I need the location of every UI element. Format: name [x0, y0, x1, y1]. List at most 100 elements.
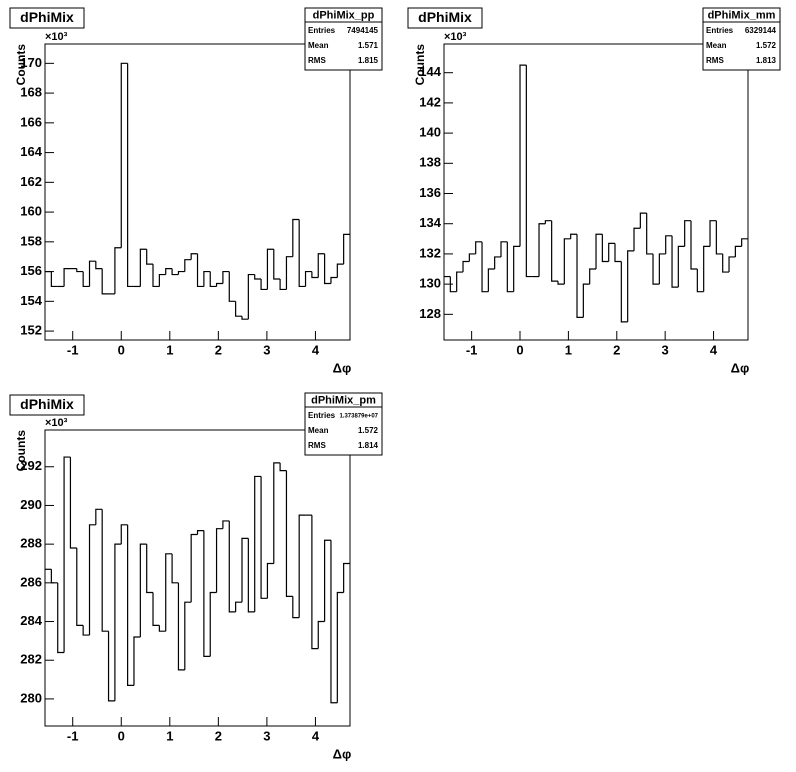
- histogram-bin: [614, 243, 622, 263]
- y-tick-label: 138: [419, 155, 441, 170]
- histogram-bin: [671, 235, 679, 288]
- histogram-bin: [557, 281, 565, 285]
- histogram-bin: [82, 625, 90, 636]
- histogram-bin: [722, 253, 730, 273]
- histogram-bin: [241, 537, 249, 603]
- title-box: [407, 7, 483, 29]
- histogram-bin: [658, 253, 666, 285]
- histogram-bin: [209, 591, 217, 657]
- histogram-bin: [120, 524, 128, 545]
- stats-value: 1.572: [756, 41, 777, 50]
- x-tick-label: 1: [166, 342, 173, 357]
- histogram-bin: [513, 245, 521, 292]
- y-multiplier: ×10³: [45, 31, 68, 43]
- x-tick-label: 2: [613, 342, 620, 357]
- histogram-bin: [500, 241, 508, 257]
- histogram-bin: [595, 233, 603, 270]
- histogram-bin: [120, 62, 128, 248]
- histogram-bin: [456, 271, 464, 292]
- stats-name: dPhiMix_mm: [708, 9, 776, 21]
- stats-value: 1.814: [358, 441, 379, 450]
- stats-name: dPhiMix_pp: [313, 9, 375, 21]
- histogram-bin: [324, 539, 331, 622]
- stats-name: dPhiMix_pm: [311, 394, 376, 406]
- histogram-bin: [696, 269, 704, 293]
- x-axis-label: Δφ: [731, 360, 750, 375]
- histogram-bin: [203, 270, 211, 287]
- histogram-bin: [215, 282, 223, 287]
- x-axis-label: Δφ: [333, 746, 352, 761]
- histogram-bin: [95, 261, 103, 270]
- histogram-bin: [741, 238, 748, 247]
- histogram-bin: [241, 316, 249, 320]
- stats-value: 7494145: [347, 26, 379, 35]
- x-tick-label: 2: [215, 342, 222, 357]
- histogram-bin: [481, 241, 489, 293]
- histogram-bin: [317, 253, 325, 278]
- x-tick-label: 0: [118, 342, 125, 357]
- y-multiplier: ×10³: [444, 31, 467, 43]
- histogram-bin: [152, 264, 160, 288]
- stats-value: 1.571: [358, 41, 379, 50]
- stats-label: RMS: [308, 56, 326, 65]
- plot-frame: [44, 43, 351, 341]
- histogram-bin: [203, 530, 211, 657]
- y-multiplier: ×10³: [45, 417, 68, 429]
- histogram-bin: [311, 271, 319, 279]
- y-tick-label: 286: [20, 574, 42, 589]
- histogram-bin: [304, 270, 312, 287]
- histogram-bin: [576, 234, 584, 318]
- histogram-bin: [88, 524, 96, 636]
- histogram-bin: [88, 260, 96, 287]
- stats-label: Entries: [308, 26, 336, 35]
- y-tick-label: 142: [419, 94, 441, 109]
- histogram-bin: [677, 245, 685, 288]
- histogram-bin: [114, 543, 122, 701]
- histogram-bin: [449, 276, 457, 293]
- stats-label: RMS: [706, 56, 724, 65]
- y-tick-label: 170: [20, 55, 42, 70]
- histogram-bin: [279, 279, 287, 291]
- histogram-bin: [76, 548, 84, 626]
- y-tick-label: 162: [20, 174, 42, 189]
- histogram-bin: [57, 582, 65, 654]
- histogram-bin: [222, 520, 230, 529]
- y-tick-label: 132: [419, 245, 441, 260]
- histogram-bin: [273, 249, 281, 280]
- histogram-bin: [127, 524, 134, 686]
- histogram-bin: [601, 234, 609, 263]
- histogram-bin: [544, 220, 552, 224]
- histogram-bin: [652, 253, 660, 285]
- y-tick-label: 166: [20, 114, 42, 129]
- stats-box: [304, 392, 383, 456]
- histogram-bin: [82, 271, 90, 288]
- histogram-bin: [101, 268, 109, 295]
- histogram-bin: [285, 470, 293, 597]
- histogram-bin: [330, 276, 338, 284]
- histogram-bin: [298, 219, 306, 288]
- plot-frame: [443, 43, 749, 341]
- x-tick-label: 3: [662, 342, 669, 357]
- histogram-bin: [519, 64, 527, 247]
- histogram-bin: [298, 514, 306, 618]
- histogram-bin: [690, 220, 698, 270]
- histogram-bin: [570, 233, 578, 239]
- x-tick-label: -1: [466, 342, 478, 357]
- stats-label: RMS: [308, 441, 326, 450]
- y-tick-label: 140: [419, 125, 441, 140]
- histogram-bin: [260, 476, 268, 599]
- histogram-bin: [101, 509, 109, 632]
- histogram-bin: [538, 223, 546, 277]
- histogram-bin: [665, 235, 673, 254]
- histogram-bin: [468, 253, 476, 262]
- histogram-bin: [152, 592, 160, 626]
- histogram-bin: [139, 248, 147, 287]
- histogram-bin: [273, 462, 281, 564]
- histogram-bin: [222, 270, 230, 284]
- histogram-bin: [127, 63, 134, 288]
- y-tick-label: 290: [20, 497, 42, 512]
- histogram-bin: [551, 220, 558, 282]
- histogram-bin: [728, 256, 736, 273]
- histogram-bin: [114, 247, 122, 294]
